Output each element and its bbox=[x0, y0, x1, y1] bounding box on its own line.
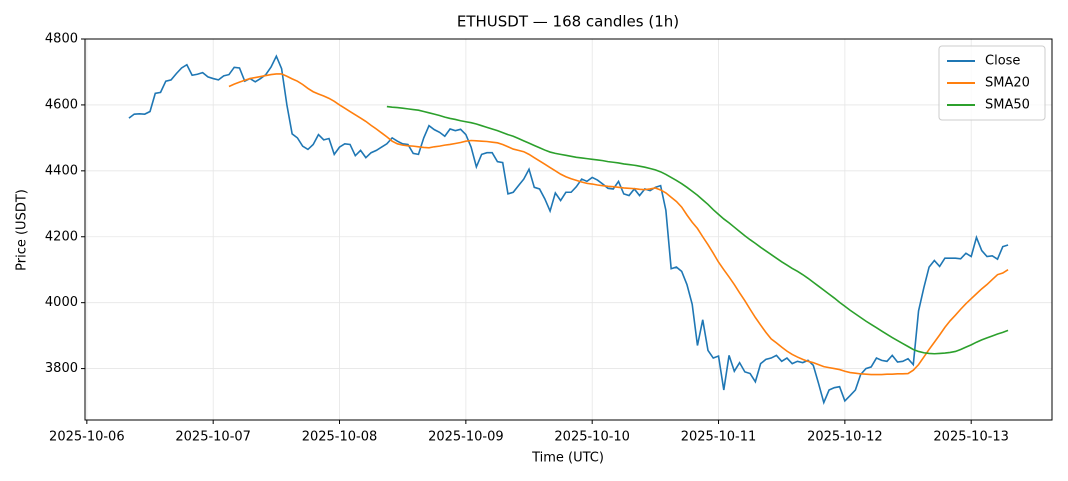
x-tick-label: 2025-10-06 bbox=[49, 430, 125, 445]
legend: Close SMA20 SMA50 bbox=[938, 45, 1046, 121]
y-tick-label: 4800 bbox=[45, 32, 78, 47]
chart-title: ETHUSDT — 168 candles (1h) bbox=[457, 13, 679, 31]
legend-label: Close bbox=[985, 54, 1020, 69]
x-axis-label: Time (UTC) bbox=[531, 451, 604, 466]
series-line bbox=[228, 73, 1009, 376]
y-tick-label: 4400 bbox=[45, 163, 78, 178]
x-tick-label: 2025-10-13 bbox=[933, 430, 1009, 445]
y-tick-label: 4600 bbox=[45, 97, 78, 112]
series-line bbox=[128, 54, 1009, 405]
x-tick-label: 2025-10-11 bbox=[681, 430, 757, 445]
x-tick-label: 2025-10-09 bbox=[428, 430, 504, 445]
legend-label: SMA20 bbox=[985, 76, 1030, 91]
x-tick-label: 2025-10-08 bbox=[302, 430, 378, 445]
series-line bbox=[386, 105, 1009, 355]
legend-label: SMA50 bbox=[985, 98, 1030, 113]
x-tick-label: 2025-10-07 bbox=[175, 430, 251, 445]
legend-box bbox=[938, 45, 1046, 121]
plot-frame bbox=[84, 38, 1053, 421]
y-tick-label: 3800 bbox=[45, 361, 78, 376]
x-tick-label: 2025-10-12 bbox=[807, 430, 883, 445]
y-tick-label: 4200 bbox=[45, 229, 78, 244]
y-axis-label: Price (USDT) bbox=[15, 189, 30, 271]
x-tick-label: 2025-10-10 bbox=[554, 430, 630, 445]
y-tick-label: 4000 bbox=[45, 295, 78, 310]
